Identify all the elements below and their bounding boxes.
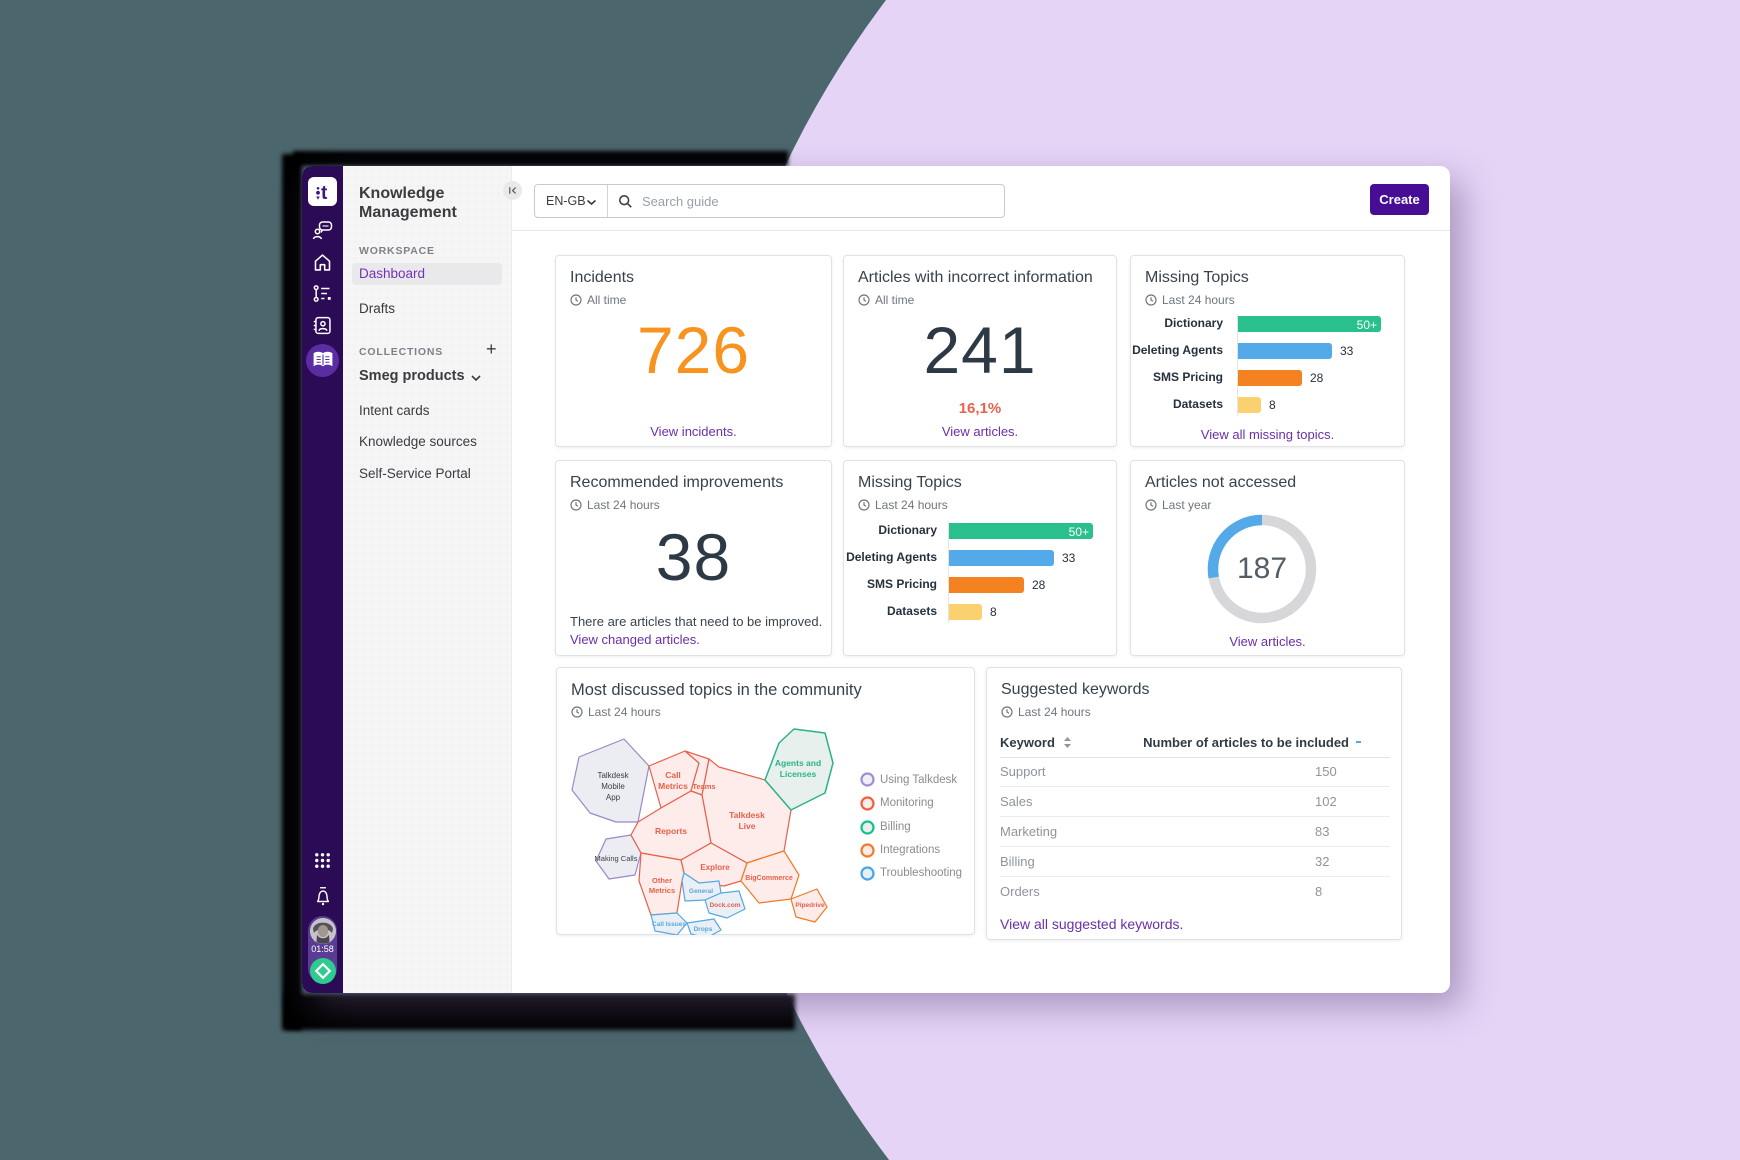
svg-text:Pipedrive: Pipedrive — [795, 902, 825, 909]
svg-text:Teams: Teams — [692, 782, 715, 791]
svg-text:Live: Live — [738, 821, 755, 831]
svg-text:Making Calls: Making Calls — [595, 854, 638, 863]
svg-text:Metrics: Metrics — [658, 781, 688, 791]
svg-text:Dock.com: Dock.com — [709, 902, 740, 909]
svg-text:Talkdesk: Talkdesk — [729, 810, 765, 820]
svg-text:t: t — [321, 183, 328, 204]
svg-text:BigCommerce: BigCommerce — [745, 875, 793, 882]
svg-text:Call: Call — [665, 770, 681, 780]
svg-text:Licenses: Licenses — [780, 769, 817, 779]
svg-text:Reports: Reports — [655, 826, 687, 836]
svg-text:Talkdesk: Talkdesk — [597, 771, 629, 780]
svg-text:Explore: Explore — [700, 863, 730, 872]
svg-text:Mobile: Mobile — [601, 782, 625, 791]
svg-text:Agents and: Agents and — [775, 758, 821, 768]
svg-text:App: App — [606, 793, 621, 802]
svg-text:Drops: Drops — [694, 926, 713, 933]
svg-text:General: General — [689, 888, 713, 895]
svg-text:Metrics: Metrics — [649, 886, 675, 895]
svg-text:Call Issues: Call Issues — [652, 921, 686, 928]
svg-text:Other: Other — [652, 876, 672, 885]
